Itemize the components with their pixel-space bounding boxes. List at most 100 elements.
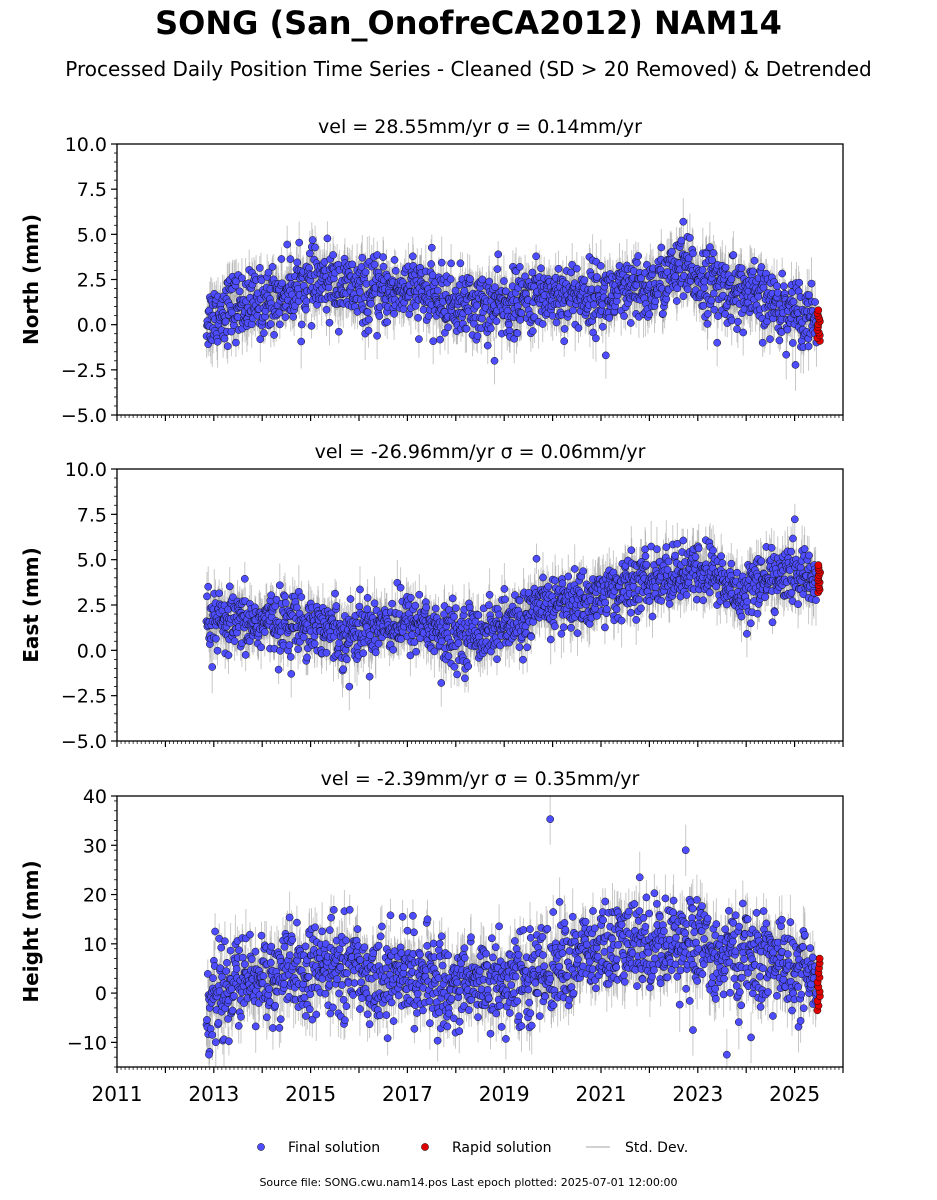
final-point [552, 318, 561, 327]
final-point [672, 297, 681, 305]
final-point [267, 591, 276, 600]
final-point [778, 269, 787, 278]
final-point [364, 326, 373, 335]
final-point [727, 275, 736, 283]
y-axis-label: East (mm) [19, 547, 43, 663]
final-point [266, 320, 275, 328]
final-point [289, 312, 298, 321]
final-point [795, 278, 804, 287]
final-point [429, 337, 438, 346]
final-point [679, 292, 688, 301]
final-point [698, 266, 707, 274]
final-point [208, 663, 217, 671]
final-point [473, 332, 482, 340]
final-point [633, 258, 641, 267]
final-point [773, 288, 782, 297]
final-point [494, 250, 503, 259]
final-point [365, 315, 373, 324]
final-point [285, 641, 294, 649]
final-point [203, 592, 211, 601]
final-point [714, 312, 722, 320]
final-point [560, 325, 569, 333]
final-point [775, 336, 784, 345]
final-point [598, 300, 607, 309]
final-point [804, 342, 813, 351]
final-point [230, 637, 239, 646]
final-point [391, 266, 400, 275]
final-point [281, 592, 289, 601]
plot-area [202, 503, 824, 711]
final-point [466, 275, 474, 283]
final-point [710, 289, 718, 298]
rapid-solution-points [813, 306, 824, 345]
final-point [734, 317, 742, 326]
final-point [703, 320, 712, 328]
final-point [707, 296, 716, 305]
final-point [659, 309, 667, 318]
final-point [490, 356, 499, 365]
final-point [538, 320, 547, 328]
y-tick-label: 10.0 [65, 134, 107, 156]
final-point [605, 314, 614, 322]
final-point [493, 265, 502, 273]
final-point [483, 341, 492, 350]
final-point [390, 309, 398, 318]
final-point [268, 263, 277, 271]
final-point [706, 243, 714, 252]
final-point [478, 275, 487, 284]
final-point [773, 282, 781, 290]
final-point [278, 279, 286, 288]
final-point [548, 311, 557, 320]
final-point [444, 323, 452, 332]
final-point [709, 249, 718, 257]
final-point [750, 256, 759, 265]
final-point [727, 316, 736, 325]
final-point [733, 325, 741, 333]
y-tick-label: −2.5 [61, 360, 107, 382]
final-point [283, 240, 292, 249]
final-point [811, 298, 819, 306]
final-point [749, 267, 757, 276]
final-point [689, 249, 697, 258]
final-point [436, 335, 444, 344]
final-point [223, 342, 232, 351]
final-point [739, 328, 748, 337]
final-point [759, 283, 768, 292]
final-point [245, 637, 254, 646]
final-point [370, 260, 379, 269]
final-point [515, 263, 524, 271]
final-point [592, 334, 600, 343]
final-point [513, 329, 522, 338]
final-point [805, 291, 813, 299]
final-point [766, 335, 774, 343]
final-solution-points [202, 217, 821, 369]
final-point [593, 273, 601, 281]
final-point [657, 243, 666, 252]
final-point [329, 251, 337, 259]
final-point [275, 308, 284, 317]
final-solution-points [202, 515, 821, 691]
final-point [572, 264, 581, 273]
final-point [213, 646, 222, 655]
final-point [379, 262, 388, 271]
final-point [516, 316, 525, 324]
final-point [302, 305, 310, 314]
final-point [257, 276, 266, 285]
final-point [322, 305, 331, 314]
final-point [517, 309, 526, 317]
final-point [472, 301, 481, 310]
final-point [408, 252, 417, 261]
final-point [379, 253, 387, 261]
final-point [686, 234, 694, 242]
final-point [257, 643, 265, 652]
final-point [308, 236, 317, 244]
final-point [487, 324, 495, 333]
final-point [528, 268, 537, 277]
final-point [653, 290, 662, 299]
final-point [677, 236, 686, 245]
x-ticks [116, 415, 844, 421]
final-point [306, 249, 314, 258]
final-point [238, 274, 246, 282]
final-point [491, 283, 499, 291]
final-point [721, 263, 730, 272]
